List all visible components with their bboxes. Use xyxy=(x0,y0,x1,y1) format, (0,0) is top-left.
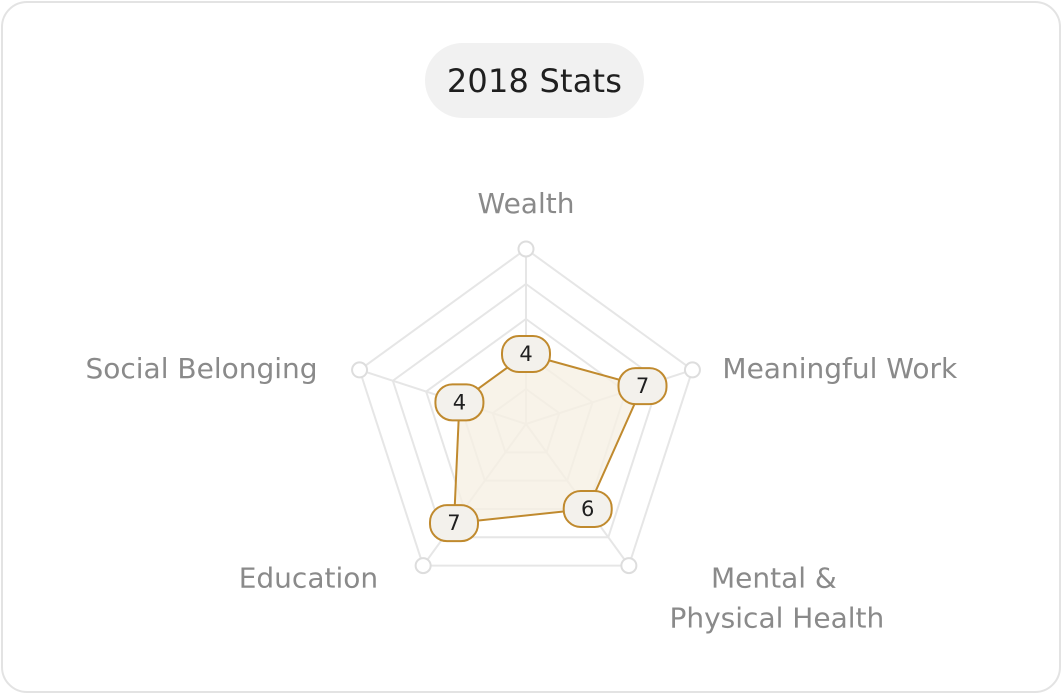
data-label: 4 xyxy=(453,390,466,414)
data-point: 7 xyxy=(428,504,479,543)
data-point-badge xyxy=(428,504,479,543)
data-point: 4 xyxy=(501,335,551,373)
data-label: 4 xyxy=(519,342,532,366)
chart-title: 2018 Stats xyxy=(425,43,644,118)
data-label: 7 xyxy=(636,374,649,398)
axis-label: Mental & Physical Health xyxy=(669,562,884,635)
data-point-badge xyxy=(434,383,485,422)
data-label: 7 xyxy=(447,511,460,535)
data-point: 4 xyxy=(434,383,485,422)
axis-end-dot xyxy=(414,557,432,575)
data-point-badge xyxy=(617,367,668,406)
axis-label: Wealth xyxy=(478,187,575,220)
grid-ring xyxy=(391,282,661,539)
axis-label: Education xyxy=(239,562,378,595)
axis-label: Meaningful Work xyxy=(722,352,958,385)
data-label: 6 xyxy=(581,497,594,521)
series-area xyxy=(452,352,644,525)
grid-ring xyxy=(358,247,694,567)
axis-label-line: Mental & xyxy=(711,562,837,595)
axis-label: Social Belonging xyxy=(85,352,317,385)
axis-end-dot xyxy=(683,361,701,379)
data-point: 6 xyxy=(562,489,613,528)
data-point-badge xyxy=(562,489,613,528)
axis-label-line: Physical Health xyxy=(669,602,884,635)
axis-end-dot xyxy=(517,240,535,258)
axis-end-dot xyxy=(620,557,638,575)
data-point-badge xyxy=(501,335,551,373)
data-point: 7 xyxy=(617,367,668,406)
axis-end-dot xyxy=(351,361,369,379)
